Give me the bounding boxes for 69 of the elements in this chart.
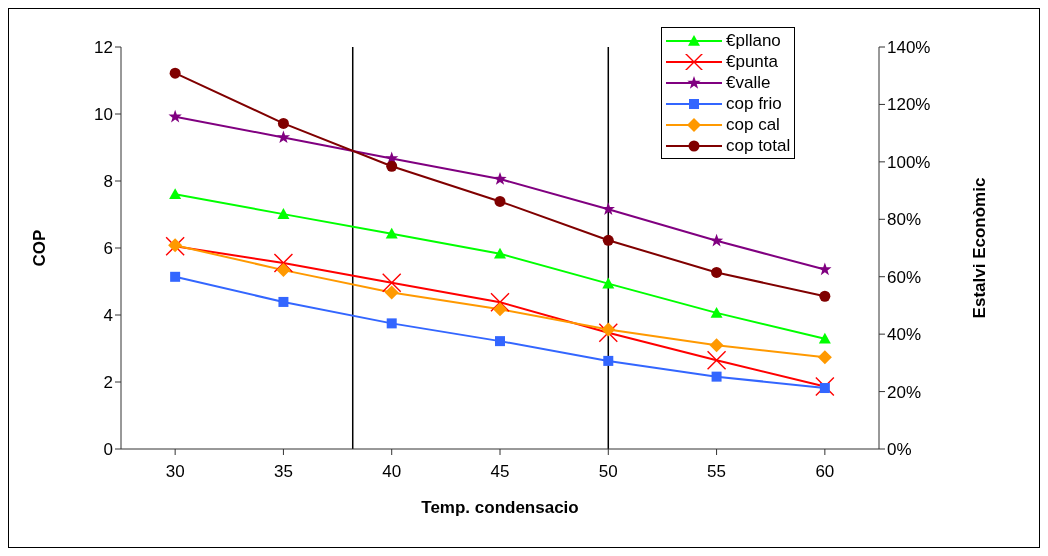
y-tick-label: 0	[103, 440, 113, 460]
x-axis-title: Temp. condensacio	[421, 498, 579, 517]
point	[815, 376, 835, 397]
point	[711, 371, 722, 382]
point	[170, 271, 181, 282]
point	[277, 117, 289, 129]
point	[598, 323, 618, 343]
y2-tick-label: 120%	[887, 95, 931, 115]
point	[819, 383, 830, 394]
point	[711, 266, 723, 278]
point	[384, 285, 399, 300]
y-tick-label: 8	[103, 172, 113, 192]
point	[490, 292, 510, 312]
point	[819, 290, 831, 302]
y-tick-label: 6	[103, 239, 113, 259]
y2-tick-label: 100%	[887, 152, 931, 172]
point	[817, 350, 832, 365]
y2-tick-label: 40%	[887, 325, 922, 345]
point	[385, 227, 398, 239]
legend-label: cop frio	[726, 93, 782, 114]
point	[602, 277, 615, 289]
point	[818, 262, 832, 276]
point	[273, 253, 294, 273]
x-tick-label: 35	[273, 462, 293, 482]
y-tick-label: 10	[94, 105, 113, 125]
point	[276, 263, 291, 278]
point	[169, 188, 182, 200]
y2-tick-label: 60%	[887, 267, 922, 287]
y-axis-title: COP	[30, 229, 50, 267]
x-tick-label: 45	[490, 462, 510, 482]
x-tick-label: 55	[707, 462, 727, 482]
point	[706, 350, 727, 370]
point	[709, 338, 724, 353]
point	[169, 67, 181, 79]
y2-axis-title: Estalvi Econòmic	[970, 177, 990, 319]
point	[493, 172, 507, 185]
legend-label: €pllano	[726, 30, 781, 51]
y2-tick-label: 80%	[887, 210, 922, 230]
point	[494, 195, 506, 207]
point	[601, 322, 616, 337]
point	[168, 109, 182, 123]
x-tick-label: 50	[598, 462, 618, 482]
legend-label: cop total	[726, 135, 791, 156]
x-tick-label: 30	[165, 462, 185, 482]
legend-label: €punta	[726, 51, 778, 72]
point	[603, 355, 614, 366]
y-tick-label: 12	[94, 38, 113, 58]
point	[709, 233, 724, 247]
point	[495, 336, 505, 347]
y2-tick-label: 20%	[887, 382, 922, 402]
point	[386, 318, 397, 329]
point	[818, 332, 831, 344]
x-tick-label: 40	[382, 462, 402, 482]
y-tick-label: 4	[103, 306, 113, 326]
point	[493, 302, 507, 317]
point	[278, 296, 289, 307]
x-tick-label: 60	[815, 462, 835, 482]
point	[386, 160, 398, 172]
point	[382, 273, 402, 293]
point	[276, 130, 291, 144]
legend-label: €valle	[726, 72, 771, 93]
y2-tick-label: 140%	[887, 38, 931, 58]
legend-label: cop cal	[726, 114, 780, 135]
point	[710, 306, 723, 318]
point	[602, 234, 614, 246]
point	[277, 208, 290, 219]
y-tick-label: 2	[103, 373, 113, 393]
point	[494, 247, 506, 259]
y2-tick-label: 0%	[887, 440, 912, 460]
